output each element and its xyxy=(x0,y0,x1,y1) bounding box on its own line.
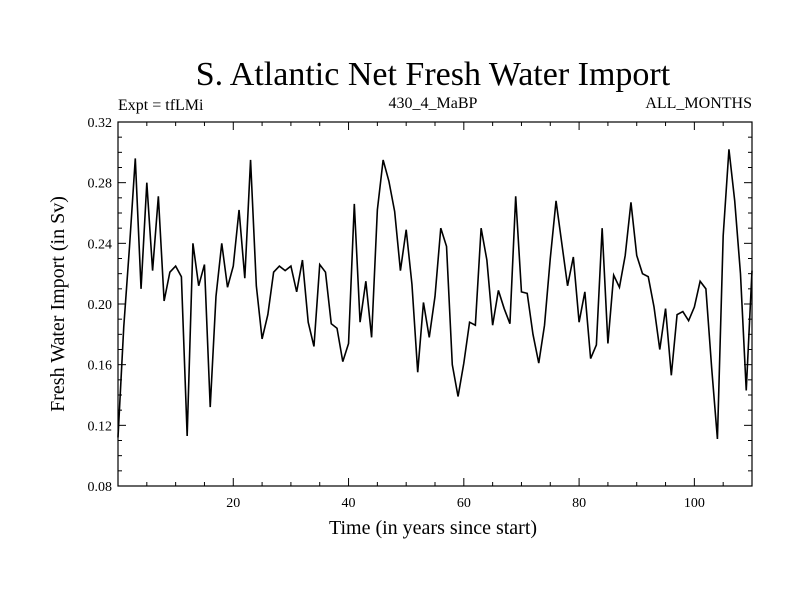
y-tick-label: 0.08 xyxy=(88,480,113,495)
x-tick-label: 60 xyxy=(457,496,471,511)
x-tick-label: 80 xyxy=(572,496,586,511)
y-axis-label: Fresh Water Import (in Sv) xyxy=(47,196,69,412)
x-axis-label: Time (in years since start) xyxy=(329,517,537,539)
y-tick-label: 0.20 xyxy=(88,298,113,313)
y-tick-label: 0.24 xyxy=(88,237,113,252)
y-tick-label: 0.16 xyxy=(88,359,113,374)
run-label: 430_4_MaBP xyxy=(389,95,478,112)
plot-area: 20 40 60 80 100 0.08 0.12 0.16 0.20 0.24 0.28 0.32 xyxy=(88,116,753,511)
series-line-fresh-water-import xyxy=(117,149,753,440)
chart-title: S. Atlantic Net Fresh Water Import xyxy=(196,56,671,93)
y-tick-label: 0.32 xyxy=(88,116,113,131)
months-label: ALL_MONTHS xyxy=(645,95,752,112)
axis-ticks xyxy=(118,122,752,486)
y-tick-label: 0.28 xyxy=(88,177,113,192)
axis-tick-labels: 20 40 60 80 100 0.08 0.12 0.16 0.20 0.24 0.28 0.32 xyxy=(88,116,705,511)
experiment-label: Expt = tfLMi xyxy=(118,97,204,114)
x-tick-label: 100 xyxy=(684,496,705,511)
x-tick-label: 20 xyxy=(226,496,240,511)
x-tick-label: 40 xyxy=(342,496,356,511)
y-tick-label: 0.12 xyxy=(88,419,113,434)
